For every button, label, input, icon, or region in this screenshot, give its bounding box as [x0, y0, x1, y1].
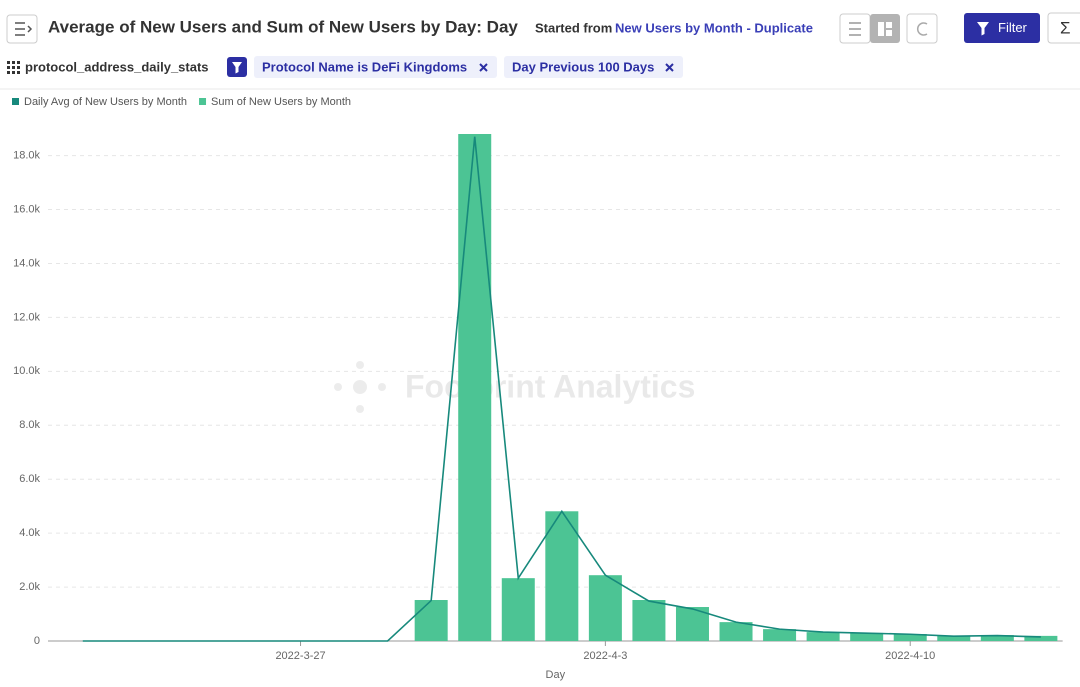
watermark-text: Footprint Analytics: [405, 368, 695, 404]
watermark-logo: [334, 383, 342, 391]
chip-remove[interactable]: [665, 63, 674, 72]
y-tick-label: 16.0k: [13, 203, 40, 215]
filter-icon: [977, 22, 989, 36]
bar: [632, 600, 666, 641]
x-tick-label: 2022-4-10: [885, 650, 935, 662]
watermark-logo: [353, 380, 367, 394]
y-tick-label: 2.0k: [19, 581, 40, 593]
watermark-logo: [356, 361, 364, 369]
table-name: protocol_address_daily_stats: [25, 59, 209, 74]
watermark-logo: [378, 383, 386, 391]
filter-chip-label: Protocol Name is DeFi Kingdoms: [262, 59, 467, 74]
started-from: Started from: [535, 20, 612, 35]
table-icon: [7, 61, 20, 74]
y-tick-label: 6.0k: [19, 473, 40, 485]
refresh-button[interactable]: [906, 13, 938, 44]
x-tick-label: 2022-3-27: [275, 650, 325, 662]
legend-swatch: [199, 98, 207, 105]
filter-button-label: Filter: [998, 20, 1028, 35]
x-axis-title: Day: [546, 669, 566, 681]
bar: [937, 635, 971, 641]
watermark: Footprint Analytics: [334, 361, 695, 413]
legend-label: Daily Avg of New Users by Month: [24, 96, 187, 108]
y-tick-label: 18.0k: [13, 149, 40, 161]
y-tick-label: 8.0k: [19, 419, 40, 431]
bar: [893, 633, 927, 641]
bar: [719, 622, 753, 641]
filter-chip[interactable]: [504, 56, 683, 78]
chip-remove[interactable]: [479, 63, 488, 72]
bar: [414, 600, 448, 641]
source-link[interactable]: New Users by Month - Duplicate: [615, 20, 813, 35]
bar: [806, 632, 840, 641]
y-tick-label: 4.0k: [19, 527, 40, 539]
toggle-icon: [15, 22, 33, 36]
page-title: Average of New Users and Sum of New User…: [48, 17, 518, 36]
list-icon: [849, 22, 861, 36]
filter-button[interactable]: [964, 13, 1040, 43]
y-tick-label: 10.0k: [13, 365, 40, 377]
bar: [588, 575, 622, 641]
filter-chip-label: Day Previous 100 Days: [512, 59, 654, 74]
grid-view-button[interactable]: [870, 14, 900, 43]
line: [82, 136, 1041, 642]
grid-icon: [878, 22, 892, 36]
y-tick-label: 12.0k: [13, 311, 40, 323]
x-tick-label: 2022-4-3: [583, 650, 627, 662]
bar: [850, 632, 884, 641]
filter-chip[interactable]: [254, 56, 497, 78]
bar: [763, 629, 797, 641]
bar: [980, 635, 1014, 641]
sum-button-label: Σ: [1060, 18, 1071, 37]
legend-label: Sum of New Users by Month: [211, 96, 351, 108]
sum-button[interactable]: [1047, 12, 1080, 44]
bar: [545, 511, 579, 641]
bar: [501, 578, 535, 641]
bar: [1024, 635, 1058, 641]
refresh-icon: [917, 22, 928, 36]
bar: [458, 134, 492, 641]
y-tick-label: 0: [34, 635, 40, 647]
filter-badge-icon: [232, 62, 242, 74]
y-tick-label: 14.0k: [13, 257, 40, 269]
chart: 0 2.0k 4.0k 6.0k 8.0k 10.0k 12.0k 14.0k 16.0k 18.…: [12, 96, 1063, 681]
legend-swatch: [12, 98, 19, 105]
watermark-logo: [356, 405, 364, 413]
